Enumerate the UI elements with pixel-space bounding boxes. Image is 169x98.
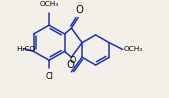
Text: O: O — [75, 5, 83, 15]
Text: O: O — [69, 56, 76, 65]
Text: Cl: Cl — [45, 72, 53, 81]
Text: OCH₃: OCH₃ — [124, 46, 143, 53]
Text: O: O — [66, 60, 74, 70]
Text: H₃CO: H₃CO — [16, 45, 35, 52]
Text: OCH₃: OCH₃ — [40, 1, 59, 7]
